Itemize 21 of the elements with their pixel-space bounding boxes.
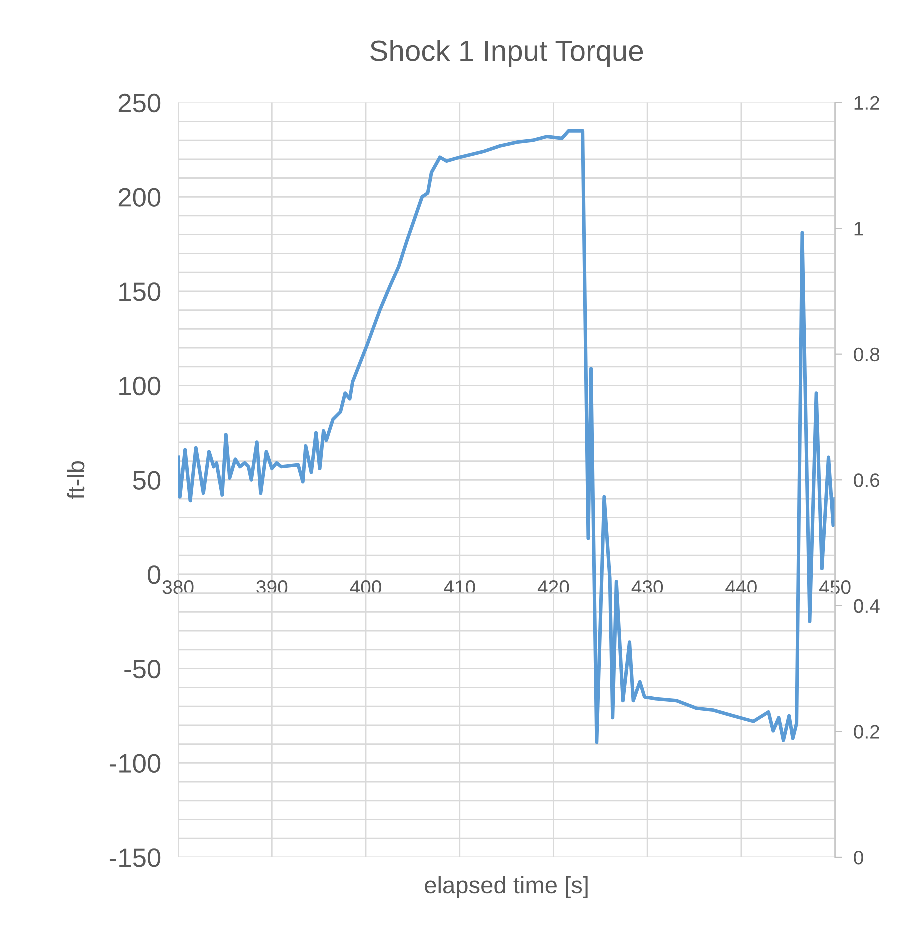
y-tick-label: -150 <box>110 848 161 868</box>
y-tick-label: -50 <box>124 660 161 679</box>
y-tick-label: 0 <box>148 566 161 584</box>
y2-tick-label: 1 <box>854 222 864 236</box>
x-tick-label: 380 <box>162 580 194 594</box>
y-tick-label: 50 <box>133 471 161 490</box>
y2-tick-label: 0 <box>854 850 864 865</box>
y-tick-label: 250 <box>118 94 161 113</box>
y2-tick-label: 0.4 <box>854 599 880 614</box>
y2-tick-label: 0.6 <box>854 474 880 488</box>
y2-tick-label: 1.2 <box>854 96 880 110</box>
x-tick-label: 450 <box>820 580 851 594</box>
y-tick-label: 150 <box>120 282 161 302</box>
y-axis-title: ft-lb <box>67 461 85 500</box>
y2-tick-label: 0.8 <box>854 348 880 362</box>
x-axis-title: elapsed time [s] <box>425 876 588 898</box>
y-tick-label: -100 <box>110 754 161 773</box>
y-tick-label: 200 <box>118 188 161 207</box>
y-tick-label: 100 <box>120 376 161 396</box>
chart-title: Shock 1 Input Torque <box>370 40 644 68</box>
y2-tick-label: 0.2 <box>854 725 880 739</box>
